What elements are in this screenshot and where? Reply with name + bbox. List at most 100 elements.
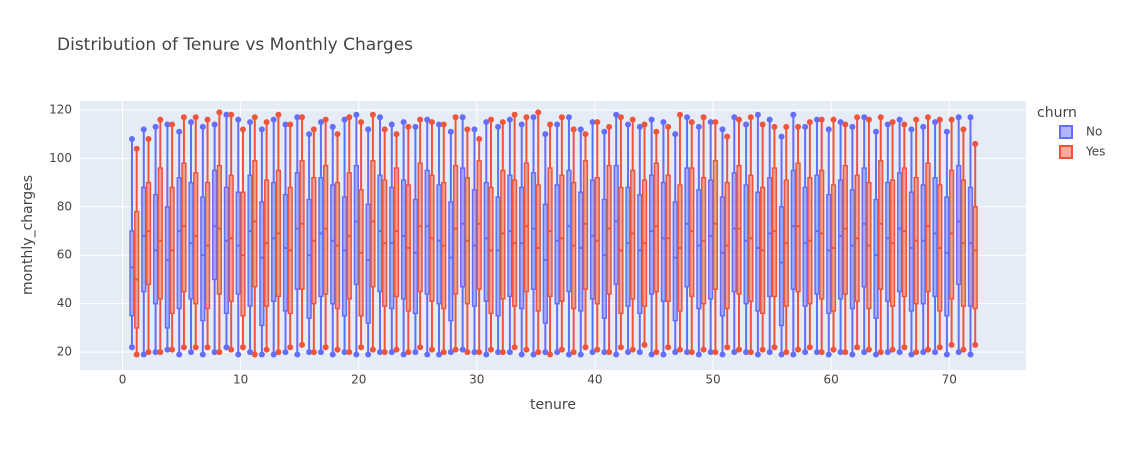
box[interactable]: [731, 114, 738, 356]
box[interactable]: [447, 128, 454, 356]
box[interactable]: [759, 121, 766, 353]
box[interactable]: [672, 131, 679, 356]
box[interactable]: [802, 123, 809, 356]
box[interactable]: [506, 116, 513, 356]
box[interactable]: [476, 136, 483, 356]
box[interactable]: [483, 119, 490, 358]
box[interactable]: [806, 119, 813, 351]
box[interactable]: [606, 123, 613, 356]
box[interactable]: [405, 123, 412, 356]
box[interactable]: [795, 123, 802, 353]
box[interactable]: [707, 119, 714, 356]
box[interactable]: [783, 123, 790, 356]
box[interactable]: [972, 140, 979, 348]
box[interactable]: [813, 116, 820, 356]
box[interactable]: [594, 119, 601, 353]
box[interactable]: [648, 116, 655, 358]
box[interactable]: [849, 123, 856, 358]
box[interactable]: [778, 133, 785, 358]
box[interactable]: [695, 123, 702, 358]
box[interactable]: [152, 123, 159, 356]
box[interactable]: [306, 131, 313, 356]
box[interactable]: [908, 126, 915, 358]
box[interactable]: [299, 114, 306, 348]
box[interactable]: [790, 111, 797, 358]
box[interactable]: [920, 123, 927, 356]
box[interactable]: [388, 121, 395, 356]
box[interactable]: [393, 131, 400, 353]
box[interactable]: [180, 114, 187, 351]
box[interactable]: [617, 114, 624, 351]
box[interactable]: [771, 123, 778, 351]
box[interactable]: [440, 121, 447, 356]
box[interactable]: [700, 114, 707, 353]
box[interactable]: [624, 121, 631, 356]
box[interactable]: [884, 121, 891, 356]
box[interactable]: [660, 119, 667, 358]
box[interactable]: [766, 116, 773, 356]
box[interactable]: [641, 121, 648, 348]
box[interactable]: [558, 114, 565, 353]
box[interactable]: [464, 126, 471, 356]
box[interactable]: [365, 126, 372, 358]
box[interactable]: [818, 116, 825, 356]
box[interactable]: [239, 126, 246, 351]
box[interactable]: [223, 111, 230, 351]
box[interactable]: [258, 126, 265, 358]
box[interactable]: [334, 131, 341, 353]
box[interactable]: [589, 119, 596, 356]
box[interactable]: [424, 116, 431, 358]
box[interactable]: [400, 119, 407, 358]
box[interactable]: [251, 114, 258, 358]
box[interactable]: [381, 126, 388, 356]
box[interactable]: [436, 121, 443, 358]
box[interactable]: [873, 128, 880, 358]
box[interactable]: [204, 116, 211, 351]
box[interactable]: [932, 119, 939, 356]
box[interactable]: [263, 119, 270, 353]
box[interactable]: [270, 116, 277, 358]
box[interactable]: [310, 126, 317, 356]
box[interactable]: [530, 114, 537, 358]
box[interactable]: [736, 116, 743, 353]
box[interactable]: [471, 126, 478, 356]
box[interactable]: [511, 111, 518, 351]
box[interactable]: [676, 111, 683, 353]
box[interactable]: [140, 126, 147, 358]
box[interactable]: [216, 109, 223, 356]
box[interactable]: [235, 116, 242, 358]
box[interactable]: [164, 121, 171, 353]
box[interactable]: [629, 116, 636, 353]
box[interactable]: [653, 128, 660, 356]
legend-item[interactable]: No: [1059, 125, 1102, 139]
box[interactable]: [913, 116, 920, 356]
box[interactable]: [145, 136, 152, 356]
box[interactable]: [157, 116, 164, 356]
box[interactable]: [535, 109, 542, 356]
box[interactable]: [329, 123, 336, 358]
box[interactable]: [495, 123, 502, 356]
box[interactable]: [275, 111, 282, 356]
box[interactable]: [830, 116, 837, 353]
box[interactable]: [341, 116, 348, 356]
box[interactable]: [901, 121, 908, 351]
box[interactable]: [417, 116, 424, 351]
box[interactable]: [865, 116, 872, 353]
box[interactable]: [636, 123, 643, 356]
box[interactable]: [317, 119, 324, 356]
box[interactable]: [577, 126, 584, 358]
box[interactable]: [133, 145, 140, 358]
box[interactable]: [169, 121, 176, 353]
box[interactable]: [211, 121, 218, 356]
box[interactable]: [712, 119, 719, 356]
box[interactable]: [192, 114, 199, 351]
box[interactable]: [247, 119, 254, 356]
box[interactable]: [896, 116, 903, 356]
box[interactable]: [747, 114, 754, 356]
box[interactable]: [554, 121, 561, 356]
box[interactable]: [724, 133, 731, 351]
box[interactable]: [861, 114, 868, 356]
box[interactable]: [542, 131, 549, 356]
box[interactable]: [582, 131, 589, 351]
box[interactable]: [924, 114, 931, 353]
